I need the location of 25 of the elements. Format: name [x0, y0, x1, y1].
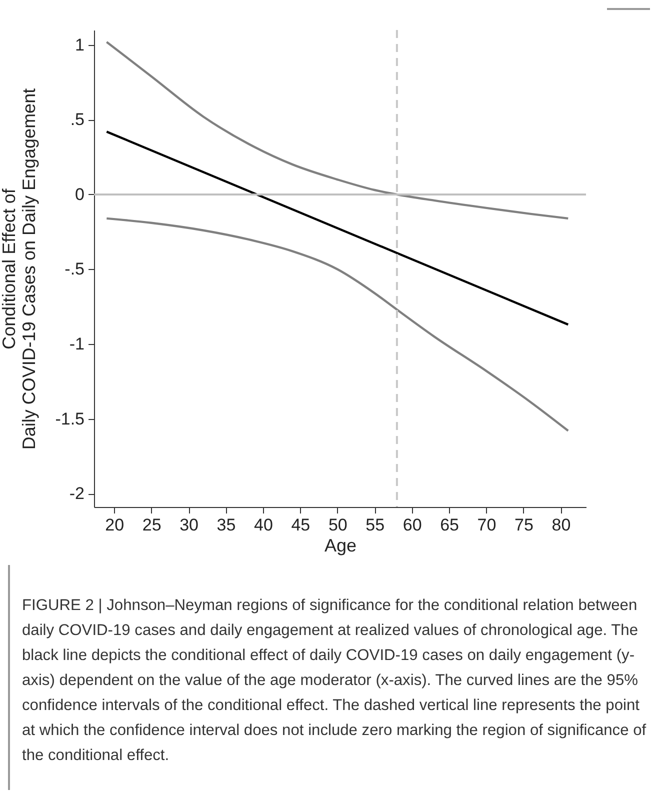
- x-tick-label: 80: [552, 516, 571, 534]
- x-tick-label: 40: [254, 516, 273, 534]
- x-axis-title: Age: [324, 536, 357, 556]
- x-tick-label: 70: [477, 516, 496, 534]
- x-tick-label: 50: [328, 516, 348, 534]
- x-tick-label: 65: [440, 516, 460, 534]
- line-series: [106, 40, 570, 220]
- y-axis-title: Conditional Effect of Daily COVID-19 Cases on Daily Engagement: [0, 88, 40, 450]
- y-tick-label: 1: [75, 35, 84, 54]
- line-series: [106, 217, 570, 432]
- x-tick-label: 75: [514, 516, 534, 534]
- x-tick-label: 60: [402, 516, 422, 534]
- caption: FIGURE 2 | Johnson–Neyman regions of significance for the conditional relation between daily COVID-19 cases and daily engagement at realized values of chronological age. The black line depicts the conditional effect of daily COVID-19 cases on daily engagement (y-axis) dependent on the value of the age moderator (x-axis). The curved lines are the 95% confidence intervals of the conditional effect. The dashed vertical line represents the point at which the confidence interval does not include zero marking the region of significance of the conditional effect.: [22, 596, 647, 766]
- x-tick-label: 20: [105, 516, 124, 534]
- y-tick-label: -.5: [64, 260, 84, 279]
- x-tick-label: 55: [366, 516, 385, 534]
- x-tick-label: 45: [291, 516, 310, 534]
- y-tick-label: -2: [69, 484, 84, 504]
- y-tick-label: -1.5: [55, 409, 84, 428]
- y-tick-label: 0: [75, 184, 84, 204]
- y-tick-label: -1: [69, 334, 84, 354]
- y-tick-label: .5: [70, 110, 84, 130]
- x-tick-label: 25: [142, 516, 162, 534]
- x-tick-label: 30: [180, 516, 198, 534]
- x-tick-label: 35: [216, 516, 236, 534]
